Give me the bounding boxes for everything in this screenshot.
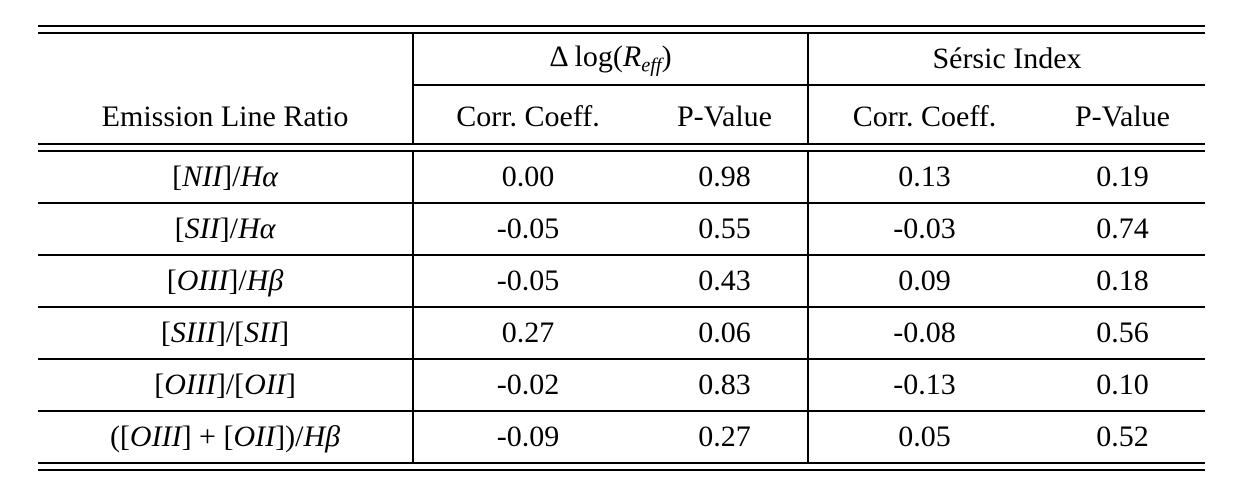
column-header-row: Corr. Coeff. P-Value Corr. Coeff. P-Valu… (38, 85, 1205, 144)
row-label-cell: ([OIII] + [OII])/Hβ (38, 410, 413, 463)
math-segment: OIII (129, 420, 182, 453)
row-label-cell: [OIII]/Hβ (38, 254, 413, 307)
math-segment: ) (661, 40, 672, 74)
value-cell: 0.55 (642, 202, 808, 255)
math-segment: SIII (170, 316, 216, 349)
value-cell: 0.83 (642, 358, 808, 411)
group-header-row: Emission Line Ratio Δ log(Reff) Sérsic I… (38, 33, 1205, 133)
math-segment: Hα (237, 212, 276, 245)
math-segment: [ (166, 264, 177, 297)
value-cell: 0.00 (412, 151, 642, 203)
table-row-oiii-oii: [OIII]/[OII] -0.02 0.83 -0.13 0.10 (38, 358, 1205, 411)
value-cell: 0.05 (807, 410, 1040, 463)
math-segment: ]/ (219, 212, 238, 245)
table-row-oiii-plus-oii-hbeta: ([OIII] + [OII])/Hβ -0.09 0.27 0.05 0.52 (38, 410, 1205, 463)
math-segment: ]/ (228, 264, 247, 297)
group-header-delta-log-reff: Δ log(Reff) (412, 33, 808, 86)
value-cell: -0.08 (807, 306, 1040, 359)
top-double-rule (38, 25, 1205, 34)
value-cell: -0.09 (412, 410, 642, 463)
col-header-p-value-dlogreff: P-Value (677, 100, 772, 133)
value-cell: 0.19 (1096, 160, 1149, 193)
bottom-double-rule-line (38, 462, 1205, 471)
table-row-oiii-hbeta: [OIII]/Hβ -0.05 0.43 0.09 0.18 (38, 254, 1205, 307)
value-cell: -0.13 (807, 358, 1040, 411)
math-segment: ] + [ (181, 420, 234, 453)
math-segment: SII (184, 212, 220, 245)
correlation-table: Emission Line Ratio Δ log(Reff) Sérsic I… (38, 25, 1205, 471)
math-segment: Δ log( (549, 40, 623, 74)
math-segment: [ (154, 368, 165, 401)
math-segment: [ (160, 316, 171, 349)
value-cell: -0.05 (412, 254, 642, 307)
value-cell: -0.02 (412, 358, 642, 411)
value-cell: -0.05 (412, 202, 642, 255)
math-segment: eff (641, 54, 662, 77)
value-cell: 0.13 (807, 151, 1040, 203)
value-cell: 0.27 (642, 410, 808, 463)
group-header-sersic-index: Sérsic Index (807, 33, 1205, 86)
col-header-corr-coeff-sersic: Corr. Coeff. (807, 85, 1040, 144)
value-cell: 0.10 (1040, 358, 1205, 411)
math-segment: ]/ (222, 160, 241, 193)
math-segment: ]/[ (215, 316, 245, 349)
header-double-rule (38, 143, 1205, 152)
value-cell: 0.56 (1040, 306, 1205, 359)
row-label-cell: [NII]/Hα (38, 151, 413, 203)
math-segment: NII (182, 160, 223, 193)
math-segment: Hβ (246, 264, 284, 297)
header-double-rule-line (38, 143, 1205, 152)
math-segment: OIII (176, 264, 229, 297)
math-segment: ]/[ (215, 368, 245, 401)
value-cell: 0.98 (698, 160, 751, 193)
value-cell: 0.09 (807, 254, 1040, 307)
math-segment: OIII (164, 368, 216, 401)
value-cell: 0.06 (642, 306, 808, 359)
col-header-corr-coeff-dlogreff: Corr. Coeff. (412, 85, 642, 144)
math-segment: OII (244, 368, 286, 401)
math-segment: SII (244, 316, 280, 349)
row-label-header-cell: Emission Line Ratio (101, 100, 349, 133)
math-segment: OII (233, 420, 276, 453)
math-segment: ] (279, 316, 290, 349)
math-segment: R (622, 40, 642, 74)
math-segment: Hα (240, 160, 278, 193)
math-segment: Hβ (303, 420, 341, 453)
top-double-rule-line (38, 25, 1205, 34)
math-segment: [ (172, 160, 183, 193)
row-label-cell: [OIII]/[OII] (38, 358, 413, 411)
table-row-nii-halpha: [NII]/Hα 0.00 0.98 0.13 0.19 (38, 151, 1205, 203)
paper-table-container: Emission Line Ratio Δ log(Reff) Sérsic I… (38, 25, 1205, 471)
math-segment: ] (285, 368, 296, 401)
row-label-cell: [SIII]/[SII] (38, 306, 413, 359)
row-label-cell: [SII]/Hα (38, 202, 413, 255)
bottom-double-rule (38, 462, 1205, 471)
value-cell: 0.18 (1040, 254, 1205, 307)
value-cell: 0.74 (1040, 202, 1205, 255)
math-segment: ([ (109, 420, 130, 453)
col-header-p-value-sersic: P-Value (1075, 100, 1170, 133)
math-segment: Sérsic Index (932, 42, 1082, 75)
table-row-siii-sii: [SIII]/[SII] 0.27 0.06 -0.08 0.56 (38, 306, 1205, 359)
value-cell: 0.43 (642, 254, 808, 307)
value-cell: -0.03 (807, 202, 1040, 255)
table-row-sii-halpha: [SII]/Hα -0.05 0.55 -0.03 0.74 (38, 202, 1205, 255)
math-segment: [ (174, 212, 185, 245)
value-cell: 0.27 (412, 306, 642, 359)
math-segment: ])/ (275, 420, 304, 453)
value-cell: 0.52 (1040, 410, 1205, 463)
